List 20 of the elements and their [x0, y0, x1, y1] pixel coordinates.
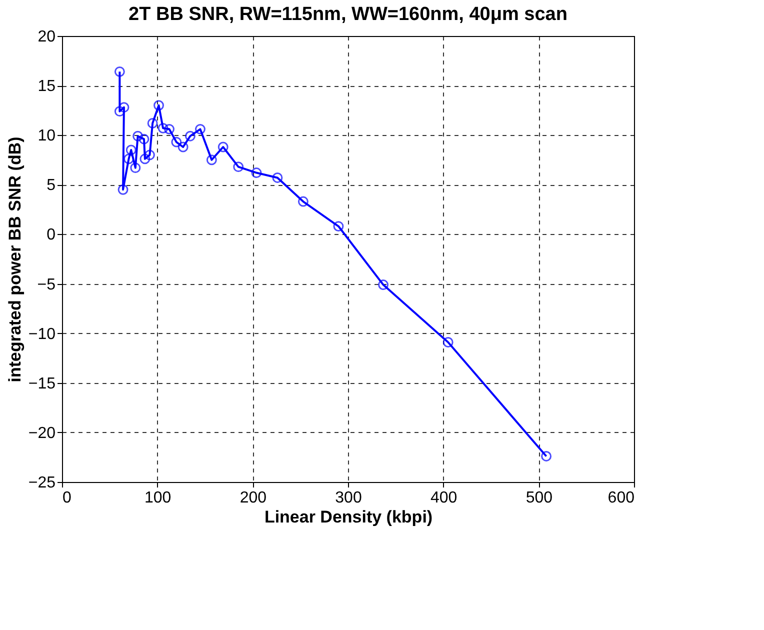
x-tick-label: 400	[430, 490, 458, 506]
y-tick-label: −20	[28, 424, 56, 442]
x-tick-label: 200	[240, 490, 267, 506]
x-tick-label: 100	[144, 490, 172, 506]
y-tick-label: 0	[46, 226, 56, 244]
chart-title: 2T BB SNR, RW=115nm, WW=160nm, 40μm scan	[128, 4, 568, 25]
y-tick-label: 20	[38, 28, 56, 46]
y-axis-title: integrated power BB SNR (dB)	[5, 136, 24, 382]
y-tick-label: 10	[38, 128, 56, 145]
x-axis-title: Linear Density (kbpi)	[264, 508, 433, 526]
y-tick-label: −5	[37, 276, 56, 294]
y-tick-label: −25	[28, 474, 56, 492]
y-tick-label: −10	[28, 326, 56, 343]
x-tick-label: 300	[335, 490, 362, 506]
y-tick-label: 5	[46, 177, 56, 194]
x-tick-label: 600	[608, 490, 635, 506]
x-tick-label: 500	[526, 490, 553, 506]
y-tick-label: 15	[38, 78, 56, 96]
y-tick-label: −15	[28, 375, 56, 392]
x-tick-label: 0	[62, 490, 72, 506]
